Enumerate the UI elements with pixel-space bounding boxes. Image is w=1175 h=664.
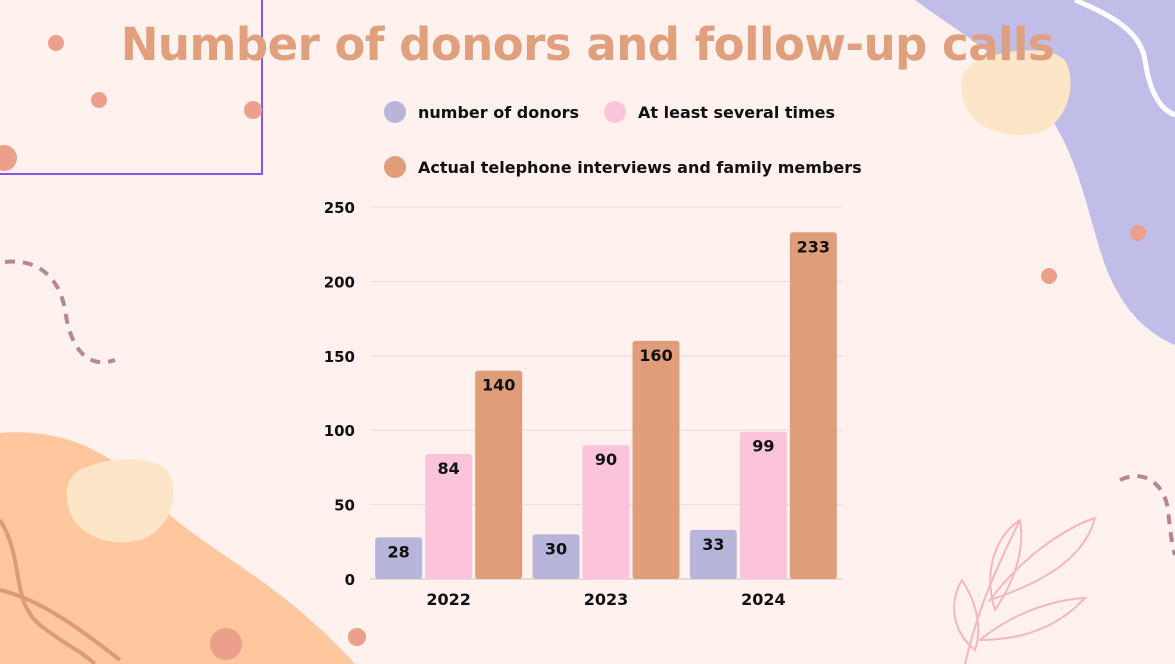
dashed-squiggle xyxy=(4,259,116,364)
bar-data-label: 33 xyxy=(702,535,724,554)
lavender-blob xyxy=(915,0,1175,345)
bar xyxy=(475,370,523,579)
x-tick-label: 2024 xyxy=(741,590,786,609)
x-tick-label: 2023 xyxy=(584,590,629,609)
bar-data-label: 90 xyxy=(595,450,617,469)
y-tick-label: 100 xyxy=(324,422,355,440)
bar-data-label: 233 xyxy=(797,237,830,256)
cream-blob-top xyxy=(961,50,1071,135)
bar xyxy=(739,431,787,579)
bar-data-label: 28 xyxy=(388,542,410,561)
legend-label-several-times: At least several times xyxy=(638,102,836,122)
bar xyxy=(632,340,680,579)
dashed-squiggle xyxy=(1119,474,1175,556)
white-swirl xyxy=(1074,0,1175,118)
legend-swatch-donors xyxy=(384,101,406,123)
y-tick-label: 50 xyxy=(334,497,355,515)
page-title: Number of donors and follow-up calls xyxy=(120,18,1055,71)
bar-data-label: 30 xyxy=(545,539,567,558)
bar-data-label: 160 xyxy=(639,346,672,365)
legend-item-several-times: At least several times xyxy=(604,101,835,123)
bar xyxy=(689,529,737,579)
dot xyxy=(1041,268,1057,284)
peach-line xyxy=(0,518,97,664)
bar xyxy=(789,232,837,579)
y-tick-label: 250 xyxy=(324,199,355,217)
legend-swatch-several-times xyxy=(604,101,626,123)
leaf-illustration xyxy=(953,516,1097,664)
peach-line xyxy=(0,588,122,662)
legend-label-donors: number of donors xyxy=(418,102,579,122)
dot xyxy=(1130,225,1146,241)
y-tick-label: 0 xyxy=(345,571,355,589)
legend-item-donors: number of donors xyxy=(384,101,579,123)
bar xyxy=(375,537,423,579)
dot xyxy=(0,145,17,171)
cream-blob-bottom xyxy=(66,459,174,543)
bar-data-label: 140 xyxy=(482,376,515,395)
dot xyxy=(244,101,262,119)
legend-swatch-interviews xyxy=(384,156,406,178)
dot xyxy=(91,92,107,108)
legend-label-interviews: Actual telephone interviews and family m… xyxy=(418,157,862,177)
bar-data-label: 84 xyxy=(438,459,460,478)
dot xyxy=(348,628,366,646)
dot xyxy=(210,628,242,660)
bar-data-label: 99 xyxy=(752,437,774,456)
bar xyxy=(425,454,473,579)
bar xyxy=(582,445,630,579)
legend-item-interviews: Actual telephone interviews and family m… xyxy=(384,156,862,178)
y-tick-label: 150 xyxy=(324,348,355,366)
x-tick-label: 2022 xyxy=(426,590,471,609)
dot xyxy=(48,35,64,51)
frame-outline xyxy=(0,0,263,175)
bar xyxy=(532,534,580,579)
y-tick-label: 200 xyxy=(324,273,355,291)
